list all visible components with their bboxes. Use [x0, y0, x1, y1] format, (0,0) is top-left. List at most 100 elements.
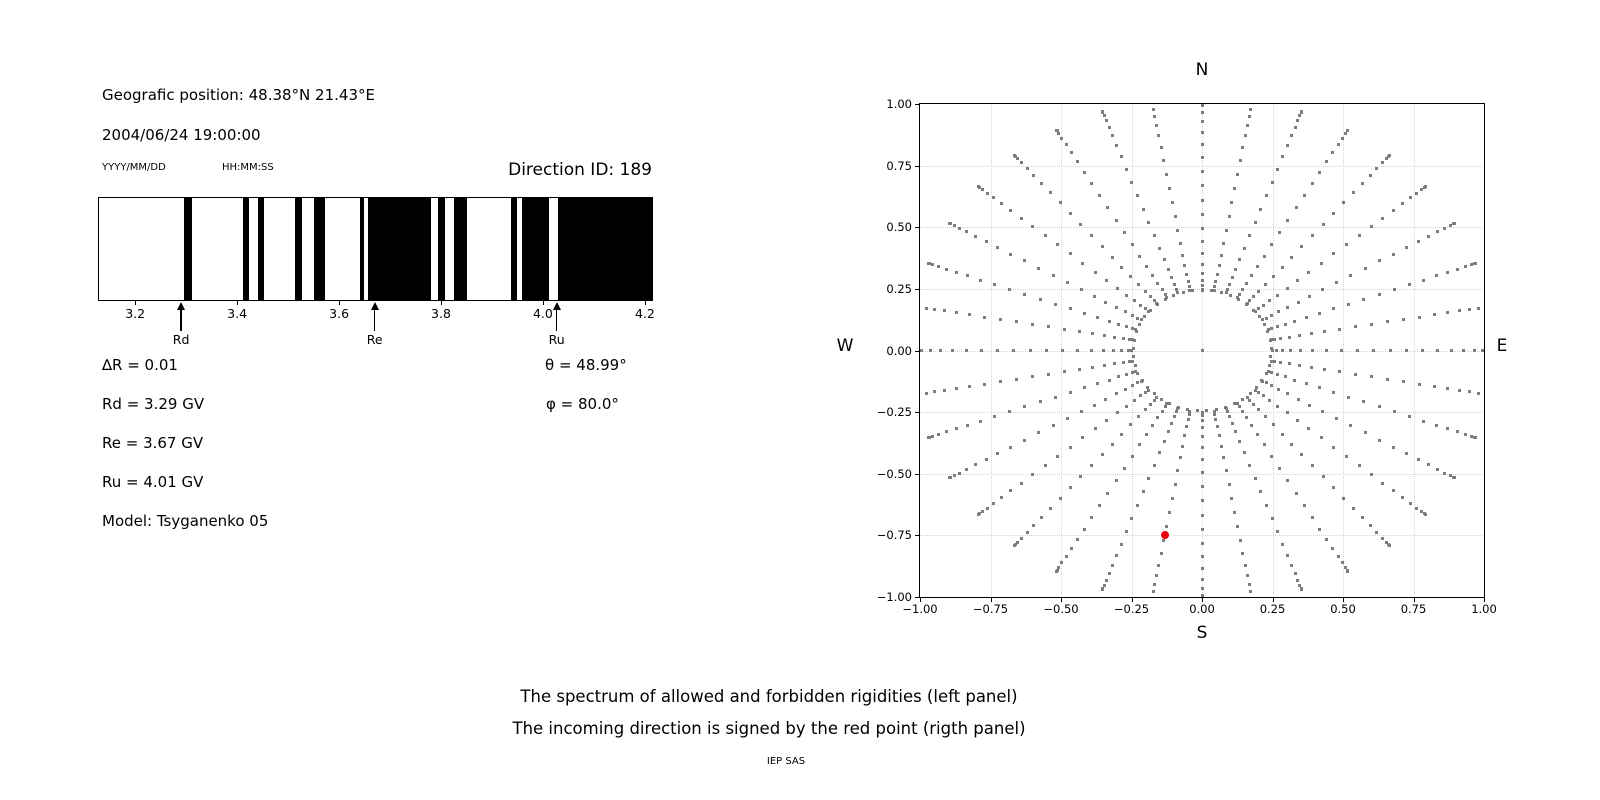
direction-dot: [1266, 370, 1270, 373]
x-tick-label: 1.00: [1471, 602, 1497, 616]
x-tick-label: −0.50: [1043, 602, 1079, 616]
direction-dot: [1232, 402, 1236, 406]
direction-dot: [1264, 371, 1268, 375]
direction-dot: [1254, 309, 1258, 313]
re-text: Re = 3.67 GV: [102, 434, 204, 452]
direction-dot: [1234, 430, 1238, 434]
direction-dot: [1123, 310, 1127, 314]
direction-dot: [1458, 309, 1462, 313]
direction-dot: [1057, 565, 1061, 569]
direction-dot: [1178, 456, 1182, 460]
direction-dot: [1152, 234, 1156, 238]
direction-dot: [1200, 484, 1204, 488]
direction-dot: [1124, 404, 1128, 408]
direction-dot: [1133, 363, 1137, 367]
direction-dot: [1256, 265, 1259, 268]
x-tick-label: −1.00: [902, 602, 938, 616]
x-tick-mark: [990, 598, 992, 602]
direction-dot: [1290, 255, 1294, 259]
direction-dot: [1332, 486, 1336, 490]
direction-dot: [1157, 563, 1161, 567]
direction-dot: [1068, 486, 1072, 490]
direction-dot: [1031, 375, 1035, 379]
direction-dot: [1093, 270, 1097, 274]
direction-dot: [1369, 322, 1373, 326]
direction-dot: [1032, 524, 1036, 528]
direction-dot: [1346, 569, 1350, 573]
direction-dot: [1325, 349, 1329, 352]
spectrum-band: [367, 198, 431, 300]
direction-dot: [1120, 265, 1124, 269]
direction-dot: [1446, 311, 1450, 315]
direction-dot: [1200, 104, 1204, 107]
direction-dot: [1408, 415, 1411, 418]
direction-dot: [1408, 501, 1412, 505]
direction-dot: [954, 311, 958, 315]
spectrum-band: [313, 198, 326, 300]
direction-dot: [1261, 304, 1265, 307]
direction-dot: [1056, 243, 1060, 247]
direction-dot: [1152, 463, 1156, 467]
direction-dot: [1103, 334, 1107, 337]
direction-dot: [1106, 206, 1110, 210]
direction-dot: [1045, 349, 1048, 352]
x-tick-mark: [1343, 598, 1344, 602]
direction-dot: [1213, 285, 1217, 289]
direction-dot: [1146, 309, 1150, 313]
cutoff-arrow-label: Rd: [172, 332, 190, 347]
direction-dot: [1280, 265, 1284, 269]
direction-dot: [1212, 288, 1216, 292]
direction-dot: [1257, 315, 1261, 319]
direction-dot: [1269, 355, 1273, 359]
direction-dot: [1117, 322, 1121, 326]
direction-dot: [968, 313, 972, 317]
direction-dot: [1448, 223, 1452, 227]
direction-dot: [1346, 395, 1350, 399]
cutoff-arrow-label: Ru: [548, 332, 565, 347]
direction-dot: [1309, 332, 1313, 336]
direction-dot: [1265, 503, 1268, 507]
spectrum-band: [557, 198, 652, 300]
direction-dot: [1122, 466, 1126, 470]
direction-dot: [1446, 427, 1450, 431]
direction-dot: [1083, 386, 1087, 390]
direction-dot: [1269, 346, 1273, 350]
direction-dot: [993, 415, 996, 418]
direction-dot: [1151, 107, 1155, 111]
direction-dot: [1434, 274, 1438, 278]
direction-dot: [1200, 349, 1204, 352]
direction-dot: [948, 476, 952, 480]
cutoff-arrow-stem: [180, 309, 182, 331]
direction-dot: [1245, 301, 1249, 305]
direction-dot: [1244, 282, 1248, 286]
direction-dot: [1164, 525, 1168, 529]
direction-dot: [1340, 349, 1344, 352]
direction-dot: [1170, 421, 1174, 425]
incoming-direction-point: [1161, 531, 1170, 540]
x-tick-mark: [441, 301, 442, 305]
direction-dot: [1323, 330, 1327, 334]
direction-dot: [1051, 273, 1055, 277]
direction-dot: [1110, 442, 1114, 446]
direction-dot: [985, 506, 989, 510]
direction-dot: [1238, 257, 1242, 261]
direction-dot: [1261, 318, 1265, 322]
direction-dot: [924, 391, 928, 395]
direction-dot: [1151, 274, 1155, 278]
direction-dot: [1096, 382, 1100, 386]
gridline: [920, 473, 1484, 475]
ru-text: Ru = 4.01 GV: [102, 473, 204, 491]
direction-dot: [1131, 338, 1135, 342]
direction-dot: [1476, 306, 1480, 310]
direction-dot: [1124, 293, 1128, 297]
direction-dot: [1013, 544, 1017, 548]
direction-dot: [1252, 295, 1255, 299]
direction-dot: [1082, 527, 1086, 531]
direction-dot: [1151, 590, 1155, 594]
direction-dot: [1270, 243, 1274, 247]
direction-dot: [1405, 349, 1409, 352]
direction-dot: [1264, 381, 1268, 385]
direction-dot: [1271, 423, 1275, 427]
direction-dot: [1402, 380, 1406, 384]
direction-dot: [1335, 281, 1339, 284]
